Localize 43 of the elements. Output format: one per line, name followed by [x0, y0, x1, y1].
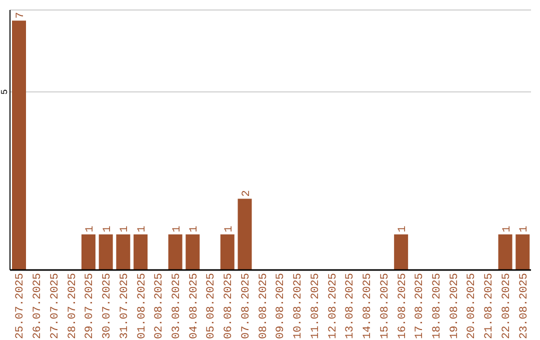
x-tick-label: 09.08.2025 [275, 273, 288, 340]
x-tick-label: 19.08.2025 [448, 273, 461, 340]
data-label: 1 [136, 225, 149, 232]
x-tick-label: 17.08.2025 [414, 273, 426, 340]
x-tick-label: 04.08.2025 [188, 273, 200, 340]
x-tick-label: 27.07.2025 [49, 273, 62, 340]
x-tick-label: 14.08.2025 [362, 273, 374, 340]
x-tick-label: 10.08.2025 [292, 273, 305, 340]
data-label: 7 [15, 12, 27, 19]
x-tick-label: 02.08.2025 [154, 273, 166, 340]
x-tick-label: 08.08.2025 [258, 273, 270, 340]
data-label: 1 [188, 225, 201, 232]
x-tick-label: 30.07.2025 [102, 273, 114, 340]
x-tick-label: 22.08.2025 [500, 273, 513, 340]
data-label: 2 [240, 190, 253, 197]
data-label: 1 [397, 225, 410, 232]
x-tick-label: 26.07.2025 [32, 273, 44, 340]
data-label: 1 [84, 225, 96, 232]
x-tick-label: 25.07.2025 [14, 273, 27, 340]
data-label: 1 [501, 225, 514, 232]
x-tick-label: 28.07.2025 [66, 273, 79, 340]
x-tick-label: 13.08.2025 [344, 273, 357, 340]
x-tick-label: 16.08.2025 [396, 273, 409, 340]
x-tick-label: 11.08.2025 [310, 273, 322, 340]
x-tick-label: 03.08.2025 [170, 273, 183, 340]
x-tick-label: 29.07.2025 [84, 273, 96, 340]
x-tick-label: 21.08.2025 [484, 273, 496, 340]
x-tick-label: 07.08.2025 [240, 273, 252, 340]
x-tick-label: 15.08.2025 [379, 273, 392, 340]
x-tick-label: 06.08.2025 [223, 273, 236, 340]
x-tick-label: 20.08.2025 [466, 273, 478, 340]
data-label: 1 [119, 225, 132, 232]
x-tick-label: 31.07.2025 [118, 273, 131, 340]
data-label: 1 [223, 225, 236, 232]
x-tick-label: 12.08.2025 [327, 273, 340, 340]
y-tick-label: 5 [0, 89, 10, 95]
x-tick-label: 01.08.2025 [136, 273, 148, 340]
x-tick-label: 05.08.2025 [206, 273, 218, 340]
data-label: 1 [102, 225, 114, 232]
x-tick-label: 18.08.2025 [431, 273, 444, 340]
data-label: 1 [171, 225, 184, 232]
x-tick-label: 23.08.2025 [518, 273, 530, 340]
data-label: 1 [518, 225, 531, 232]
